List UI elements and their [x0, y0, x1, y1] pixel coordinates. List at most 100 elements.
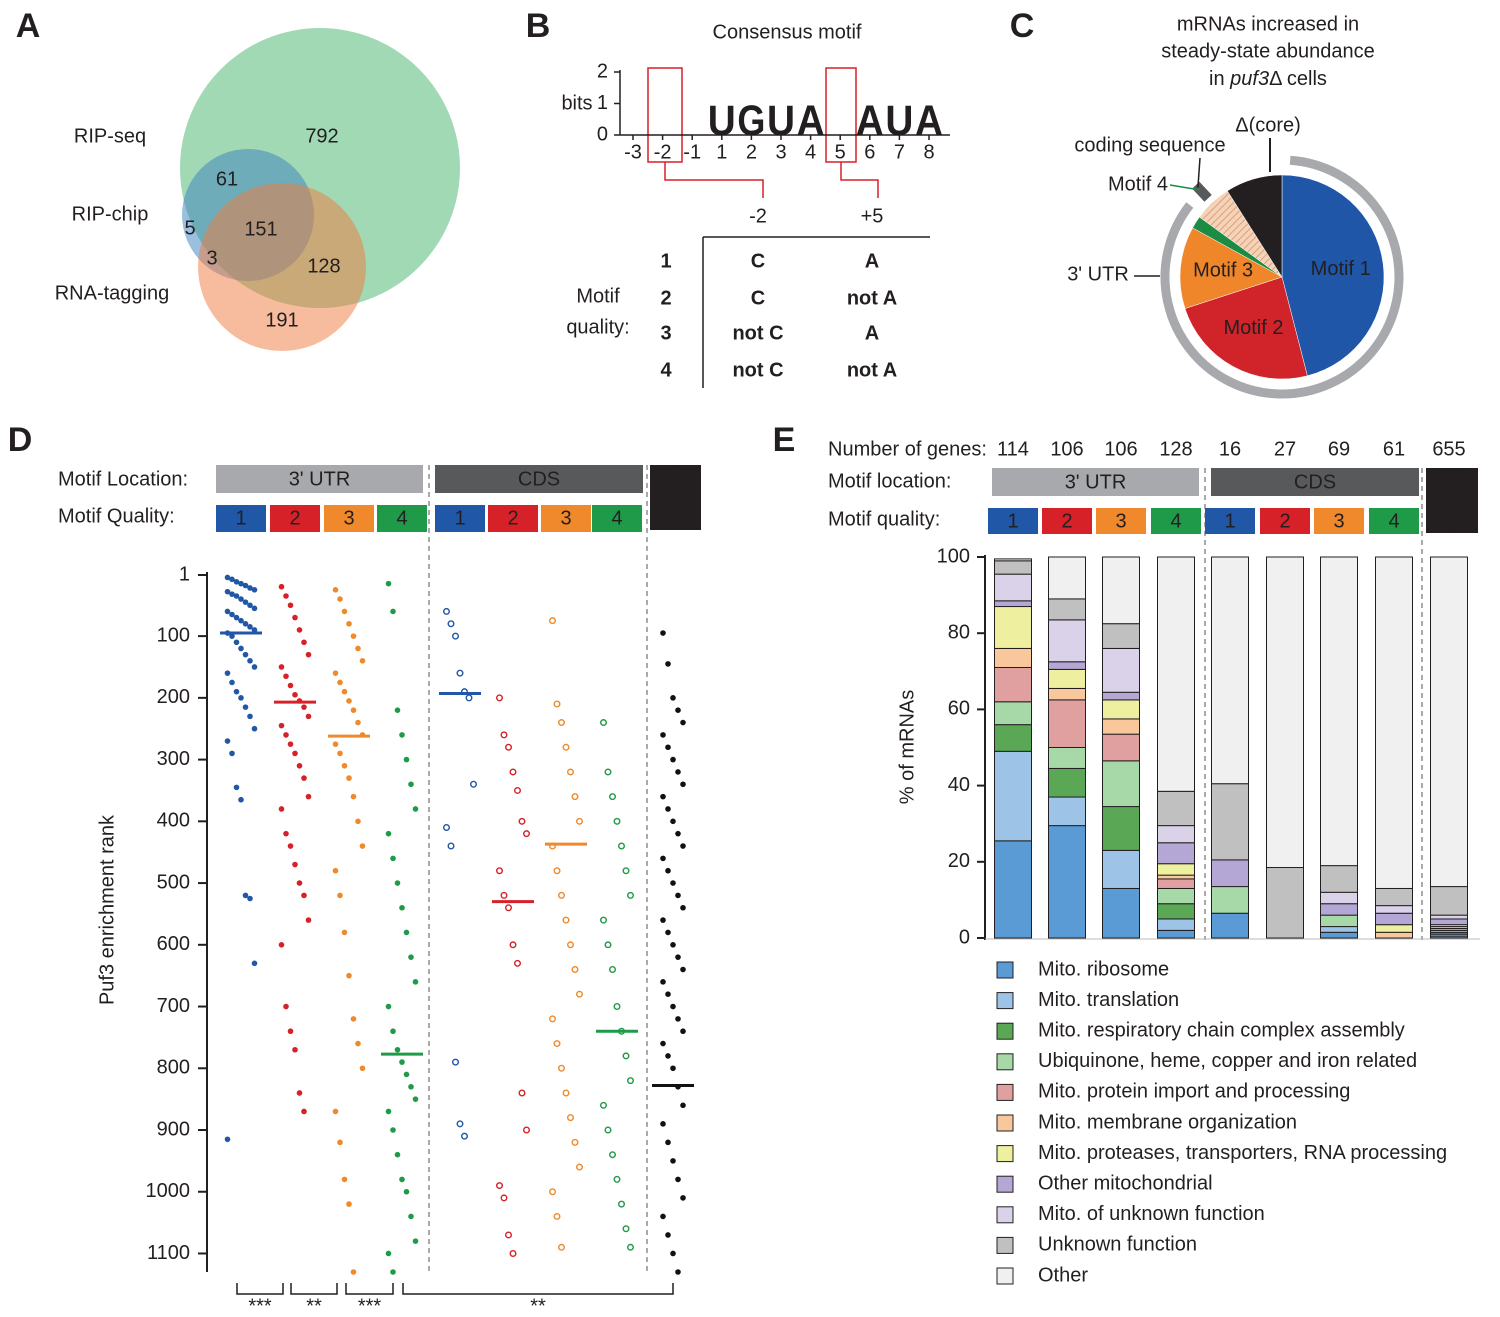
data-point [390, 855, 396, 862]
data-point [523, 830, 531, 838]
y-axis-label: bits [561, 92, 592, 114]
data-point [251, 664, 258, 670]
data-point [567, 941, 575, 949]
data-point [523, 1126, 531, 1134]
data-point [675, 707, 681, 714]
x-tick-label: 1 [716, 141, 727, 163]
bar-segment [1048, 619, 1086, 663]
data-point [509, 1249, 517, 1257]
data-point [229, 611, 235, 618]
data-point [680, 904, 686, 911]
quality-label: 4 [1388, 510, 1399, 532]
bar-segment [1157, 825, 1195, 844]
sig-bracket [345, 1283, 394, 1295]
data-point [229, 750, 235, 757]
data-point [660, 979, 666, 985]
bar-segment [1102, 849, 1140, 889]
sig-label: ** [306, 1295, 322, 1317]
quality-label: 2 [1279, 510, 1290, 532]
y-tick-label: 0 [597, 123, 608, 145]
bar-segment [1102, 887, 1140, 939]
table-cell: 1 [660, 250, 671, 272]
slice-label: coding sequence [1074, 134, 1225, 156]
data-point [359, 843, 366, 849]
sig-bracket [236, 1283, 284, 1295]
data-point [613, 1003, 621, 1011]
bar-segment [1375, 912, 1413, 926]
data-point [301, 704, 307, 710]
bar-segment [1320, 891, 1358, 905]
data-point [514, 786, 522, 794]
gene-count: 27 [1274, 438, 1296, 460]
table-cell: C [751, 287, 765, 309]
bar-segment [1430, 918, 1468, 926]
data-point [567, 768, 575, 776]
data-point [278, 722, 285, 729]
venn-count: 3 [206, 247, 217, 269]
data-point [604, 941, 612, 949]
bar-segment [1320, 926, 1358, 933]
legend-label: Mito. ribosome [1038, 958, 1169, 980]
data-point [238, 695, 244, 701]
ring-label: 3' UTR [1067, 263, 1129, 285]
bar-segment [994, 560, 1032, 575]
data-point [278, 941, 285, 948]
data-point [247, 658, 253, 664]
data-point [341, 762, 348, 769]
legend-label: Mito. of unknown function [1038, 1203, 1265, 1225]
data-point [247, 713, 253, 720]
data-point [553, 867, 561, 875]
quality-box [1205, 508, 1255, 534]
quality-label: 4 [396, 507, 407, 529]
data-point [224, 608, 231, 615]
table-cell: not A [847, 287, 897, 309]
quality-label: 3 [343, 507, 354, 529]
data-point [571, 1138, 579, 1146]
data-point [233, 639, 240, 646]
data-point [660, 855, 666, 862]
logo-letter: G [737, 98, 765, 145]
data-point [337, 679, 343, 686]
bar-segment [1048, 556, 1086, 600]
data-point [301, 639, 307, 646]
bar-segment [994, 573, 1032, 602]
location-label: Δ(core) [664, 464, 686, 530]
data-point [394, 1151, 401, 1158]
gene-count: 16 [1219, 438, 1241, 460]
legend-label: Mito. membrane organization [1038, 1111, 1297, 1133]
y-tick-label: 900 [157, 1118, 190, 1140]
data-point [680, 781, 686, 788]
data-point [359, 1065, 366, 1072]
gene-count: 114 [997, 438, 1029, 460]
y-tick-label: 500 [157, 871, 190, 893]
data-point [509, 941, 517, 949]
data-point [229, 633, 235, 639]
data-point [412, 1096, 419, 1102]
location-box [650, 465, 701, 530]
bar-segment [1102, 806, 1140, 851]
location-box [1426, 468, 1478, 533]
row-label: quality: [566, 316, 629, 338]
data-point [665, 806, 671, 812]
data-point [283, 830, 289, 837]
sig-bracket [290, 1283, 338, 1295]
bar-segment [1375, 924, 1413, 933]
data-point [350, 793, 357, 800]
data-point [287, 1028, 294, 1035]
venn-label: RNA-tagging [55, 282, 170, 304]
data-point [609, 965, 617, 973]
data-point [461, 1132, 469, 1140]
header-label: Motif quality: [828, 508, 940, 530]
data-point [301, 775, 307, 781]
data-point [337, 750, 343, 757]
chart-title: steady-state abundance [1161, 40, 1375, 62]
slice-label: Δ(core) [1235, 114, 1301, 136]
gene-count: 69 [1328, 438, 1350, 460]
data-point [385, 1003, 392, 1010]
quality-box [1042, 508, 1092, 534]
legend-swatch [996, 992, 1014, 1010]
bar-segment [994, 840, 1032, 939]
data-point [247, 585, 253, 591]
logo-letter: A [915, 98, 943, 145]
connector [664, 162, 764, 198]
